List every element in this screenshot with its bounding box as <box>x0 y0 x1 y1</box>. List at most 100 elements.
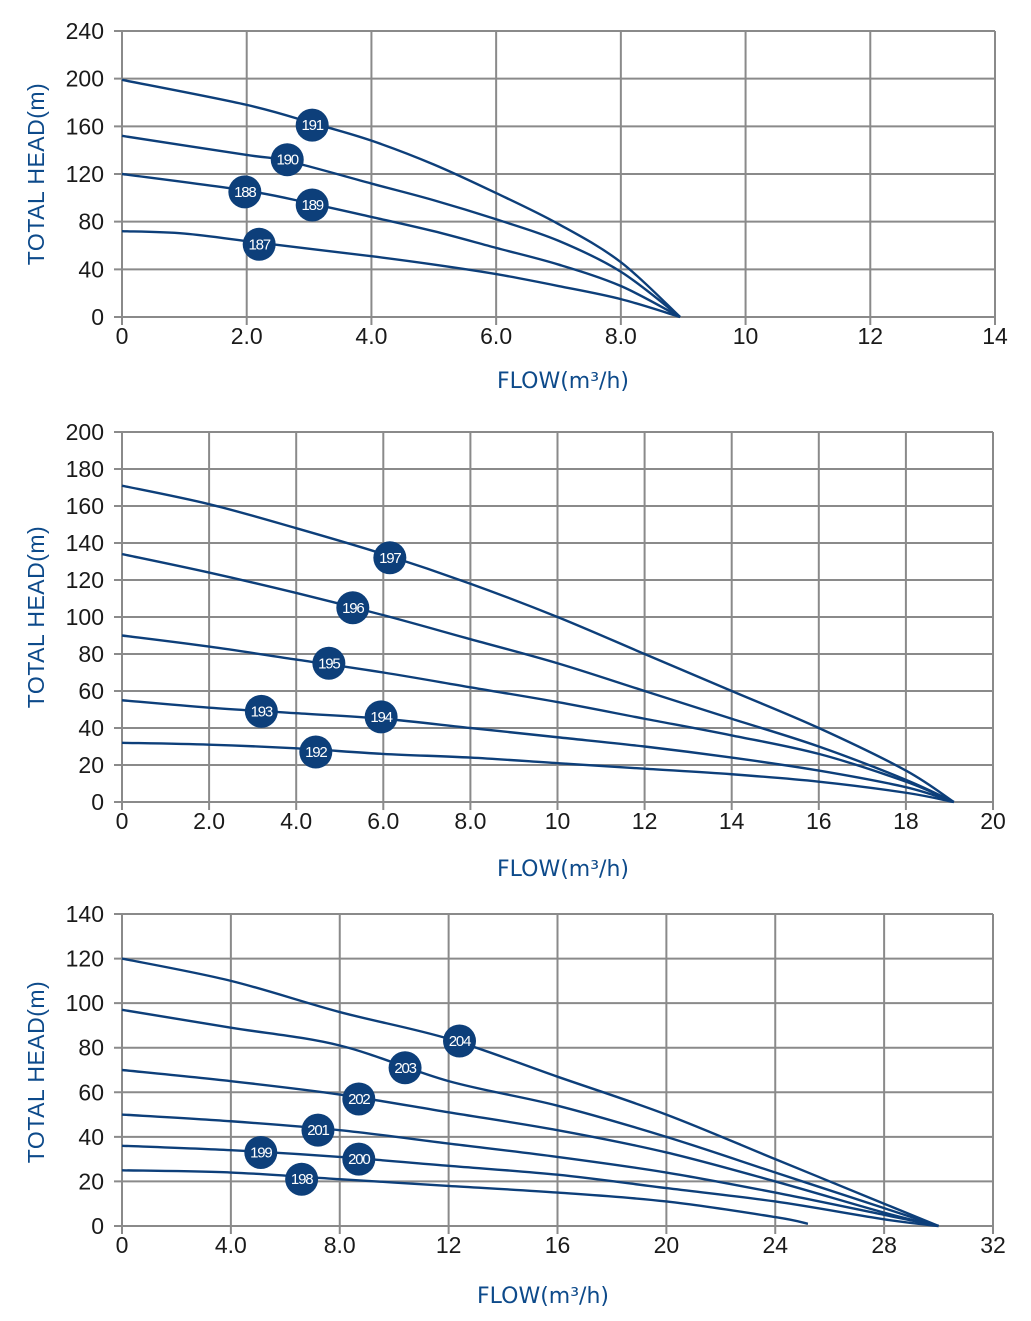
badge-circle <box>364 700 398 734</box>
badge-number: 190 <box>277 152 299 169</box>
badge-circle <box>244 1135 278 1169</box>
curve-label-200: 200 <box>342 1142 376 1176</box>
y-tick-label: 40 <box>78 256 104 282</box>
curve-197 <box>121 484 955 804</box>
badge-circle <box>270 143 304 177</box>
badge-number: 193 <box>251 703 273 720</box>
x-tick-label: 20 <box>654 1232 680 1258</box>
badge-circle <box>299 735 333 769</box>
y-tick-label: 140 <box>66 530 104 556</box>
curve-label-187: 187 <box>242 227 276 261</box>
y-tick-label: 80 <box>78 209 104 235</box>
x-tick-label: 2.0 <box>193 808 225 834</box>
badge-circle <box>228 175 262 209</box>
curve-191 <box>121 78 681 318</box>
x-tick-label: 2.0 <box>231 323 263 349</box>
curve-187 <box>121 230 681 319</box>
curve-190 <box>121 134 681 318</box>
badge-number: 202 <box>348 1091 370 1108</box>
x-tick-label: 16 <box>545 1232 571 1258</box>
curve-label-194: 194 <box>364 700 398 734</box>
y-tick-label: 0 <box>91 789 104 815</box>
x-tick-label: 20 <box>980 808 1006 834</box>
badge-number: 203 <box>394 1060 416 1077</box>
y-axis-title: TOTAL HEAD(m) <box>23 83 49 265</box>
y-tick-label: 40 <box>78 1124 104 1150</box>
y-tick-label: 40 <box>78 715 104 741</box>
y-tick-label: 120 <box>66 946 104 972</box>
x-tick-label: 0 <box>116 323 129 349</box>
curve-201 <box>121 1113 939 1228</box>
y-tick-label: 120 <box>66 567 104 593</box>
x-tick-label: 4.0 <box>280 808 312 834</box>
badge-number: 199 <box>250 1144 272 1161</box>
badge-number: 200 <box>348 1151 370 1168</box>
badge-number: 194 <box>370 709 392 726</box>
y-tick-label: 100 <box>66 990 104 1016</box>
badge-circle <box>244 694 278 728</box>
x-tick-label: 6.0 <box>480 323 512 349</box>
badge-circle <box>342 1142 376 1176</box>
badge-number: 204 <box>449 1033 471 1050</box>
x-tick-label: 12 <box>436 1232 462 1258</box>
badge-number: 198 <box>291 1171 313 1188</box>
x-tick-label: 8.0 <box>324 1232 356 1258</box>
x-tick-label: 14 <box>719 808 745 834</box>
badge-circle <box>242 227 276 261</box>
x-tick-label: 32 <box>980 1232 1006 1258</box>
badge-number: 189 <box>301 197 323 214</box>
badge-circle <box>443 1024 477 1058</box>
y-tick-label: 200 <box>66 419 104 445</box>
badge-number: 192 <box>305 744 327 761</box>
chart-2: 0 20 40 60 80 100 120 140 160 180 200 0 2.0 4.0 6.0 8.0… <box>23 419 1006 882</box>
y-tick-label: 240 <box>66 18 104 44</box>
badge-circle <box>336 591 370 625</box>
curve-label-196: 196 <box>336 591 370 625</box>
curve-label-203: 203 <box>388 1051 422 1085</box>
curve-198 <box>121 1169 809 1225</box>
chart-1: 0 40 80 120 160 200 240 0 2.0 4.0 6.0 8.0 10 12 14 FLOW… <box>23 18 1008 394</box>
x-tick-label: 28 <box>871 1232 897 1258</box>
x-axis-title: FLOW(m³/h) <box>477 1284 609 1309</box>
badge-circle <box>285 1162 319 1196</box>
x-tick-label: 18 <box>893 808 919 834</box>
y-tick-label: 20 <box>78 752 104 778</box>
chart-3: 0 20 40 60 80 100 120 140 0 4.0 8.0 12 16 20 24 28 32 FLO… <box>23 901 1006 1309</box>
curve-label-191: 191 <box>295 108 329 142</box>
x-tick-label: 14 <box>982 323 1008 349</box>
curve-label-199: 199 <box>244 1135 278 1169</box>
y-tick-label: 200 <box>66 66 104 92</box>
y-tick-label: 60 <box>78 1079 104 1105</box>
y-axis-title: TOTAL HEAD(m) <box>23 526 49 708</box>
y-tick-label: 0 <box>91 304 104 330</box>
curve-label-204: 204 <box>443 1024 477 1058</box>
y-tick-label: 160 <box>66 113 104 139</box>
curve-label-188: 188 <box>228 175 262 209</box>
curve-label-195: 195 <box>312 646 346 680</box>
y-tick-label: 100 <box>66 604 104 630</box>
curve-label-193: 193 <box>244 694 278 728</box>
badge-number: 197 <box>379 550 401 567</box>
curve-202 <box>121 1068 939 1228</box>
x-tick-label: 12 <box>632 808 658 834</box>
badge-circle <box>295 108 329 142</box>
badge-circle <box>295 188 329 222</box>
curve-label-202: 202 <box>342 1082 376 1116</box>
badge-number: 195 <box>318 655 340 672</box>
badge-circle <box>373 541 407 575</box>
x-tick-label: 12 <box>857 323 883 349</box>
badge-circle <box>312 646 346 680</box>
badge-number: 201 <box>307 1122 329 1139</box>
curve-label-189: 189 <box>295 188 329 222</box>
x-tick-label: 10 <box>545 808 571 834</box>
y-tick-label: 0 <box>91 1213 104 1239</box>
y-tick-label: 80 <box>78 1035 104 1061</box>
x-tick-label: 6.0 <box>367 808 399 834</box>
x-tick-label: 24 <box>762 1232 788 1258</box>
badge-circle <box>301 1113 335 1147</box>
y-tick-label: 180 <box>66 456 104 482</box>
x-tick-label: 10 <box>733 323 759 349</box>
x-tick-label: 4.0 <box>215 1232 247 1258</box>
curve-label-197: 197 <box>373 541 407 575</box>
